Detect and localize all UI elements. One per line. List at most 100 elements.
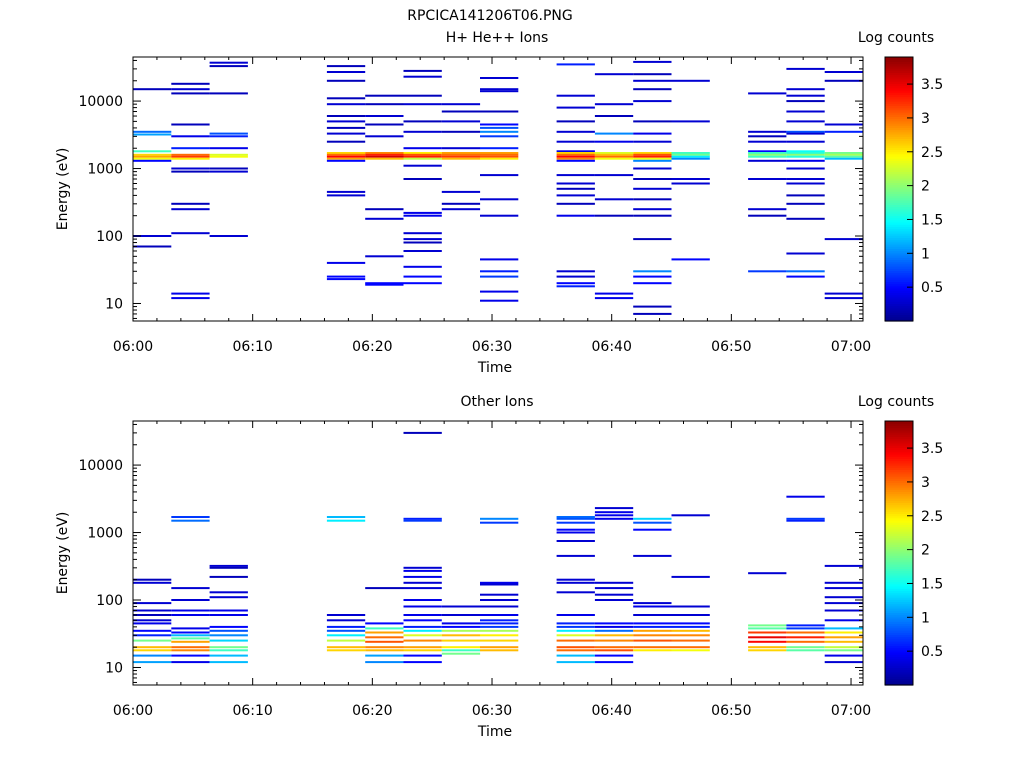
heatmap-cell <box>786 270 825 273</box>
heatmap-cell <box>556 157 595 160</box>
heatmap-cell <box>133 639 172 642</box>
heatmap-cell <box>594 629 634 632</box>
heatmap-cell <box>633 312 672 315</box>
colorbar-segment <box>885 586 913 589</box>
heatmap-cell <box>480 619 519 622</box>
colorbar-segment <box>885 572 913 576</box>
heatmap-cell <box>403 614 442 616</box>
colorbar-segment <box>885 566 913 569</box>
heatmap-cell <box>671 152 710 154</box>
heatmap-cell <box>633 140 672 143</box>
heatmap-cell <box>480 153 519 156</box>
colorbar-segment <box>885 557 913 561</box>
heatmap-cell <box>748 152 787 154</box>
heatmap-cell <box>824 631 863 634</box>
colorbar-segment <box>885 147 913 150</box>
heatmap-cell <box>403 625 442 628</box>
colorbar-segment <box>885 465 913 468</box>
heatmap-cell <box>209 135 248 138</box>
heatmap-cell <box>209 575 248 578</box>
heatmap-cell <box>133 155 172 158</box>
colorbar-segment <box>885 649 913 653</box>
heatmap-cell <box>671 629 710 632</box>
colorbar-segment <box>885 625 913 629</box>
heatmap-cell <box>365 282 404 285</box>
heatmap-cell <box>403 153 442 156</box>
colorbar-segment <box>885 608 913 611</box>
colorbar-segment <box>885 312 913 315</box>
heatmap-cell <box>786 140 825 143</box>
heatmap-cell <box>556 646 595 649</box>
heatmap-cell <box>171 519 210 522</box>
heatmap-cell <box>748 649 787 652</box>
x-tick-label: 06:00 <box>113 339 153 355</box>
heatmap-cell <box>556 516 595 518</box>
heatmap-cell <box>326 97 366 100</box>
heatmap-cell <box>633 275 672 278</box>
colorbar-segment <box>885 145 913 148</box>
colorbar-segment <box>885 250 913 254</box>
colorbar-segment <box>885 68 913 71</box>
heatmap-cell <box>748 208 787 211</box>
heatmap-cell <box>748 140 787 143</box>
heatmap-cell <box>594 507 634 510</box>
heatmap-cell <box>633 622 672 625</box>
colorbar-segment <box>885 140 913 144</box>
colorbar-segment <box>885 296 913 300</box>
heatmap-cell <box>326 132 366 135</box>
colorbar-segment <box>885 484 913 488</box>
heatmap-cell <box>556 155 595 158</box>
colorbar-segment <box>885 186 913 190</box>
colorbar-segment <box>885 83 913 87</box>
plot-frame-other <box>132 420 864 686</box>
heatmap-cell <box>209 170 248 173</box>
colorbar-segment <box>885 601 913 605</box>
colorbar-segment <box>885 310 913 313</box>
heatmap-cell <box>365 94 404 97</box>
colorbar-tick-label: 1 <box>921 610 930 626</box>
heatmap-cell <box>209 65 248 68</box>
colorbar-segment <box>885 658 913 662</box>
heatmap-cell <box>133 150 172 153</box>
colorbar-segment <box>885 489 913 492</box>
x-tick-label: 06:30 <box>472 703 512 719</box>
heatmap-cell <box>556 649 595 652</box>
heatmap-cell <box>633 554 672 557</box>
heatmap-cell <box>786 155 825 158</box>
heatmap-cell <box>594 599 634 601</box>
heatmap-cell <box>671 575 710 578</box>
heatmap-cell <box>824 587 863 590</box>
colorbar-segment <box>885 259 913 263</box>
heatmap-cell <box>786 130 825 133</box>
heatmap-cell <box>824 627 863 630</box>
colorbar-segment <box>885 246 913 249</box>
heatmap-cell <box>326 71 366 73</box>
heatmap-cell <box>365 654 404 657</box>
colorbar-segment <box>885 553 913 556</box>
heatmap-cell <box>365 157 404 160</box>
heatmap-cell <box>171 170 210 173</box>
colorbar-segment <box>885 537 913 541</box>
heatmap-cell <box>633 614 672 616</box>
heatmap-cell <box>133 157 172 160</box>
heatmap-cell <box>480 299 519 302</box>
colorbar-segment <box>885 454 913 457</box>
heatmap-cell <box>633 60 672 63</box>
heatmap-cell <box>594 514 634 517</box>
heatmap-cell <box>786 167 825 170</box>
colorbar-segment <box>885 627 913 631</box>
heatmap-cell <box>365 646 404 649</box>
x-axis-label-other: Time <box>477 724 512 740</box>
colorbar-segment <box>885 476 913 479</box>
heatmap-cell <box>594 297 634 300</box>
heatmap-cell <box>786 519 825 522</box>
heatmap-cell <box>133 235 172 237</box>
y-ticks-h-he: 10 100 1000 10000 <box>78 59 863 319</box>
heatmap-cell <box>748 135 787 138</box>
heatmap-cell <box>480 290 519 293</box>
colorbar-segment <box>885 303 913 307</box>
heatmap-cell <box>326 619 366 622</box>
colorbar-segment <box>885 535 913 539</box>
colorbar-segment <box>885 109 913 113</box>
